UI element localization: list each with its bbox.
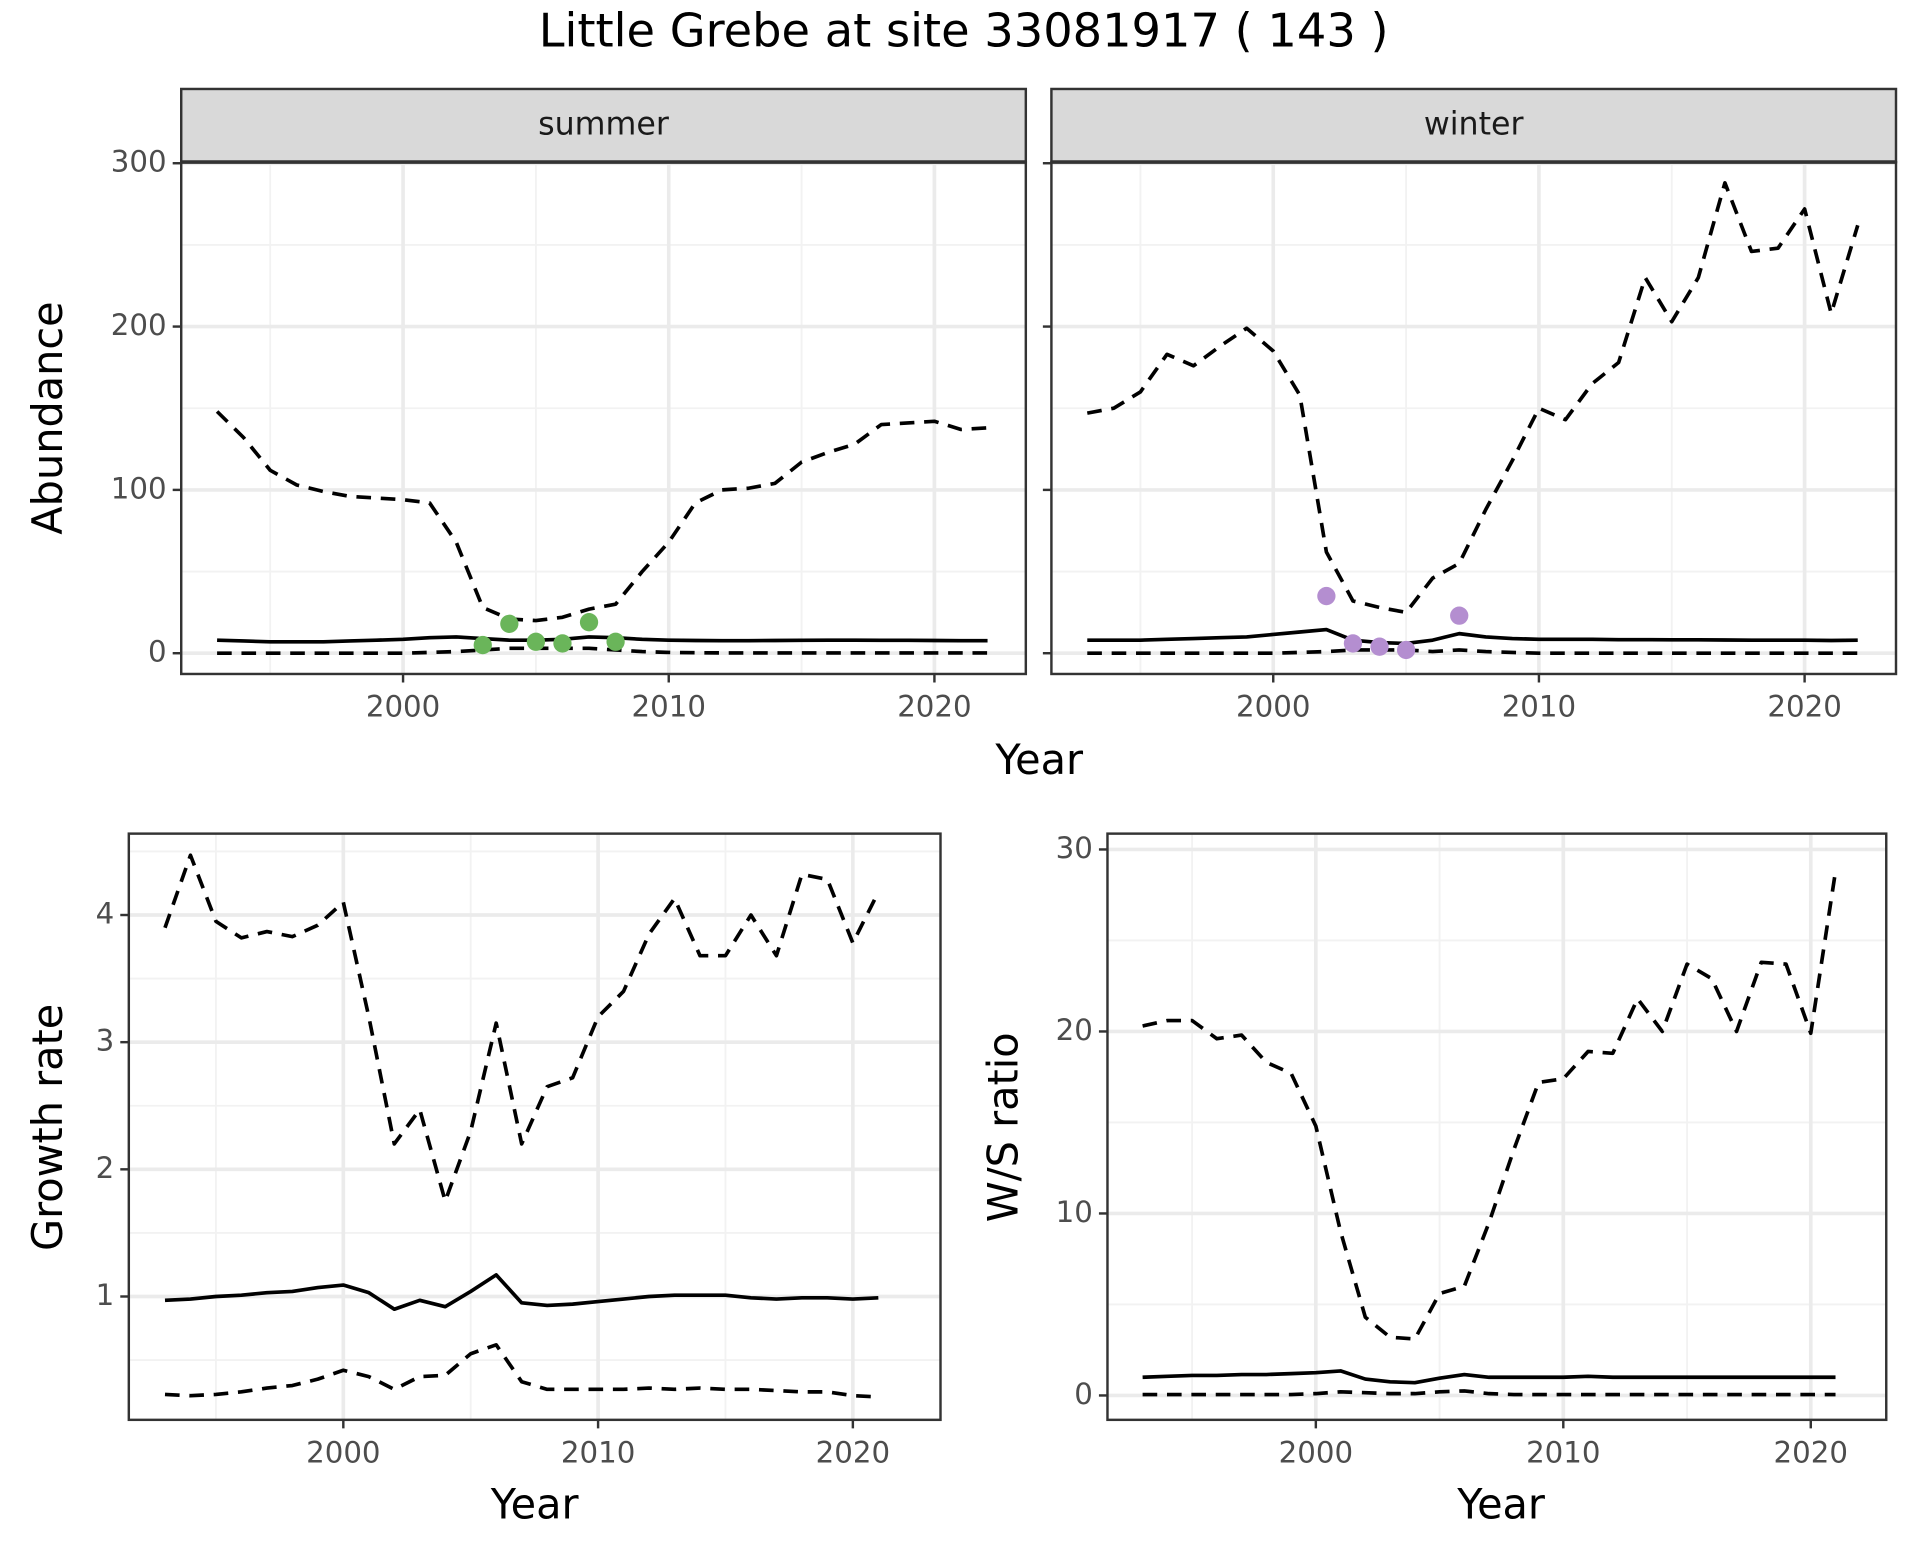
y-tick-label: 0	[148, 635, 167, 669]
panel-background	[1051, 162, 1896, 674]
data-point	[553, 634, 572, 653]
panel-background	[1107, 833, 1887, 1420]
y-tick-label: 4	[96, 897, 115, 931]
data-point	[579, 613, 599, 632]
y-tick-label: 3	[96, 1024, 115, 1058]
y-axis-label: Growth rate	[24, 1004, 72, 1251]
data-point	[1396, 640, 1416, 660]
panel-background	[128, 833, 941, 1420]
interval-line	[215, 410, 988, 623]
panel-border	[127, 832, 942, 1422]
x-tick-label: 2020	[816, 1435, 890, 1469]
y-axis-label: W/S ratio	[979, 1032, 1027, 1222]
interval-line	[217, 646, 988, 656]
x-tick-label: 2000	[1279, 1435, 1353, 1469]
x-tick-label: 2020	[1767, 690, 1841, 724]
estimate-line	[1142, 1369, 1836, 1385]
data-point	[500, 614, 519, 633]
interval-line	[1142, 871, 1838, 1341]
strip-label: winter	[1424, 107, 1525, 143]
y-tick-label: 1	[96, 1278, 115, 1312]
x-tick-label: 2000	[306, 1435, 380, 1469]
x-tick-label: 2010	[1526, 1435, 1600, 1469]
y-tick-label: 0	[1074, 1377, 1093, 1411]
y-tick-label: 300	[111, 145, 167, 179]
x-axis-label: Year	[490, 1481, 580, 1529]
x-tick-label: 2010	[561, 1435, 635, 1469]
y-tick-label: 10	[1056, 1195, 1093, 1229]
x-tick-label: 2000	[1236, 690, 1310, 724]
x-tick-label: 2010	[632, 690, 706, 724]
estimate-line	[1087, 627, 1858, 646]
y-tick-label: 30	[1056, 831, 1093, 865]
interval-line	[1142, 1389, 1836, 1397]
y-tick-label: 2	[96, 1151, 115, 1185]
data-point	[1317, 586, 1336, 606]
data-point	[1343, 634, 1363, 653]
x-tick-label: 2020	[897, 690, 971, 724]
interval-line	[163, 853, 880, 1203]
interval-line	[1087, 648, 1858, 656]
estimate-line	[217, 635, 988, 644]
interval-line	[164, 1342, 879, 1399]
y-tick-label: 20	[1056, 1013, 1093, 1047]
panel-border	[1106, 832, 1888, 1422]
estimate-line	[164, 1273, 879, 1312]
strip	[180, 87, 1028, 164]
strip-label: summer	[538, 107, 670, 143]
data-point	[526, 632, 546, 651]
x-tick-label: 2020	[1774, 1435, 1848, 1469]
data-point	[473, 635, 492, 655]
figure-title: Little Grebe at site 33081917 ( 143 )	[539, 4, 1389, 58]
data-point	[606, 632, 625, 651]
y-tick-label: 100	[111, 471, 167, 505]
x-axis-label: Year	[1456, 1481, 1546, 1529]
panel-background	[181, 162, 1026, 674]
x-axis-label: Year	[994, 736, 1084, 784]
y-axis-label: Abundance	[24, 301, 72, 534]
interval-line	[1086, 181, 1860, 615]
x-tick-label: 2000	[366, 690, 440, 724]
y-tick-label: 200	[111, 308, 167, 342]
data-point	[1370, 637, 1389, 656]
data-point	[1450, 606, 1469, 625]
strip	[1050, 87, 1898, 164]
x-tick-label: 2010	[1502, 690, 1576, 724]
